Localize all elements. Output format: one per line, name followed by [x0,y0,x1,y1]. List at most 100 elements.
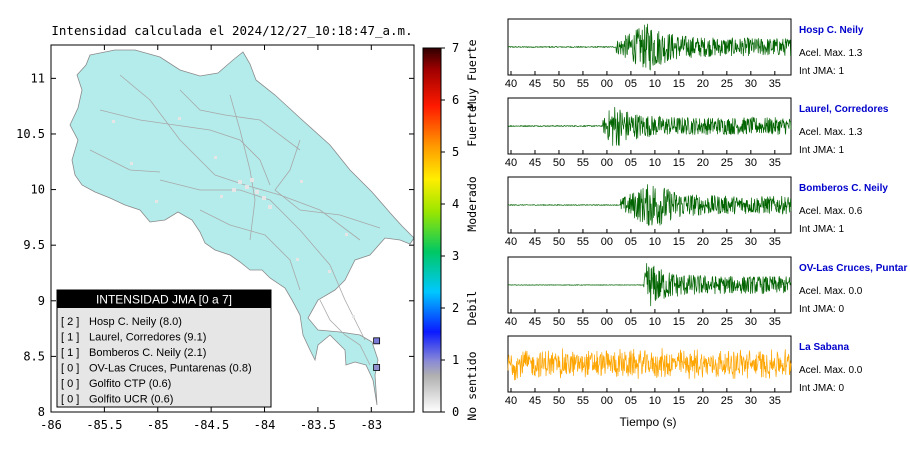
seismogram-trace [507,348,792,381]
station-name: La Sabana [799,342,849,353]
panel-x-tick-label: 45 [529,395,541,407]
panel-x-tick-label: 05 [625,157,637,169]
legend-entry-station: Bomberos C. Neily (2.1) [89,347,206,359]
panel-x-tick-label: 40 [505,316,517,328]
panel-x-tick-label: 20 [697,236,709,248]
station-jma: Int JMA: 0 [799,383,844,394]
panel-x-tick-label: 35 [769,236,781,248]
panel-x-tick-label: 55 [577,78,589,90]
station-marker [373,364,381,371]
panel-x-tick-label: 15 [673,395,685,407]
legend-entry-level: [ 0 ] [61,378,79,390]
seismogram-trace [507,263,792,307]
panel-x-tick-label: 05 [625,316,637,328]
panel-x-tick-label: 35 [769,157,781,169]
panel-x-tick-label: 10 [649,78,661,90]
legend-entry-level: [ 0 ] [61,394,79,406]
station-jma: Int JMA: 1 [799,224,844,235]
map-title: Intensidad calculada el 2024/12/27_10:18… [51,23,412,38]
panel-x-tick-label: 10 [649,236,661,248]
panel-x-tick-label: 50 [553,316,565,328]
legend-title-bar [57,290,271,308]
panel-x-tick-label: 50 [553,395,565,407]
map-x-tick-label: -84 [254,418,276,432]
map-frame [50,44,415,413]
station-marker [373,337,381,345]
panel-x-tick-label: 40 [505,236,517,248]
station-name: Hosp C. Neily [799,25,864,36]
seismogram-trace [507,106,792,146]
panel-x-tick-label: 25 [721,236,733,248]
colorbar-tick-label: 5 [452,145,459,159]
map-y-tick-label: 11 [31,71,45,85]
seismogram-panel: 40 45 50 55 00 05 10 15 20 25 30 35 La Sabana Acel. M… [505,335,863,407]
colorbar-tick-label: 3 [452,249,459,263]
panel-x-tick-label: 50 [553,78,565,90]
seismogram-panel: 40 45 50 55 00 05 10 15 20 25 30 35 OV-Las Cruces, P… [505,256,907,328]
map-y-tick-label: 9.5 [23,238,45,252]
colorbar-tick-label: 6 [452,93,459,107]
panel-x-tick-label: 05 [625,395,637,407]
panel-x-tick-label: 10 [649,316,661,328]
panel-x-tick-label: 00 [601,157,613,169]
roads [89,74,381,366]
legend-entry-station: Golfito UCR (0.6) [89,394,173,406]
panel-x-tick-label: 10 [649,395,661,407]
legend-title: INTENSIDAD JMA [0 a 7] [96,293,232,307]
map-x-tick-label: -83.5 [300,418,336,432]
station-name: OV-Las Cruces, Puntar [799,263,907,274]
panel-x-tick-label: 35 [769,316,781,328]
legend-entries: [ 2 ] Hosp C. Neily (8.0) [ 1 ] Laurel, Cor… [61,316,252,406]
legend-entry-level: [ 1 ] [61,332,79,344]
panel-x-tick-label: 45 [529,236,541,248]
map-x-tick-label: -83 [360,418,382,432]
colorbar-tick-label: 1 [452,353,459,367]
panel-x-tick-label: 15 [673,157,685,169]
panel-x-tick-label: 30 [745,316,757,328]
seismogram-panels: 40 45 50 55 00 05 10 15 20 25 30 35 Hosp C. Neily Ace… [505,18,907,407]
panel-x-tick-label: 00 [601,236,613,248]
station-accel: Acel. Max. 1.3 [799,127,863,138]
panel-x-tick-label: 40 [505,78,517,90]
panel-x-tick-label: 05 [625,78,637,90]
colorbar-gradient [422,47,442,413]
legend-entry-station: OV-Las Cruces, Puntarenas (0.8) [89,363,252,375]
legend-entry-level: [ 2 ] [61,316,79,328]
panel-x-tick-label: 25 [721,78,733,90]
panel-x-tick-label: 30 [745,236,757,248]
panel-x-tick-label: 30 [745,157,757,169]
panel-frame [507,335,792,393]
panel-x-tick-label: 25 [721,316,733,328]
panel-x-tick-label: 30 [745,395,757,407]
seismogram-panel: 40 45 50 55 00 05 10 15 20 25 30 35 Laurel, Corredor… [505,97,889,169]
panel-x-tick-label: 20 [697,78,709,90]
colorbar-tick-label: 2 [452,301,459,315]
legend-entry-station: Hosp C. Neily (8.0) [89,316,182,328]
panel-x-tick-label: 40 [505,395,517,407]
colorbar-ticks: 0 1 2 3 4 5 6 7 [441,41,459,419]
seismogram-trace [507,184,792,226]
panel-x-tick-label: 25 [721,157,733,169]
map-y-tick-label: 10 [31,183,45,197]
panel-x-tick-label: 45 [529,78,541,90]
seismogram-panel: 40 45 50 55 00 05 10 15 20 25 30 35 Bomberos C. Neil… [505,176,888,248]
city-dots [112,117,355,318]
station-name: Bomberos C. Neily [799,183,888,194]
panel-x-tick-label: 10 [649,157,661,169]
station-accel: Acel. Max. 0.0 [799,365,863,376]
map-y-tick-label: 10.5 [16,127,45,141]
panel-x-tick-label: 55 [577,316,589,328]
map-x-axis: -86 -85.5 -85 -84.5 -84 -83.5 -83 [40,45,382,432]
panel-x-tick-label: 15 [673,78,685,90]
panel-x-tick-label: 50 [553,157,565,169]
colorbar-category-label: Muy Fuerte [465,39,479,108]
colorbar-tick-label: 7 [452,41,459,55]
panel-x-tick-label: 30 [745,78,757,90]
legend-entry-station: Laurel, Corredores (9.1) [89,332,206,344]
map-y-tick-label: 8 [38,405,45,419]
panel-x-tick-label: 00 [601,316,613,328]
panel-x-tick-label: 40 [505,157,517,169]
legend-entry-level: [ 0 ] [61,363,79,375]
legend-entry-level: [ 1 ] [61,347,79,359]
